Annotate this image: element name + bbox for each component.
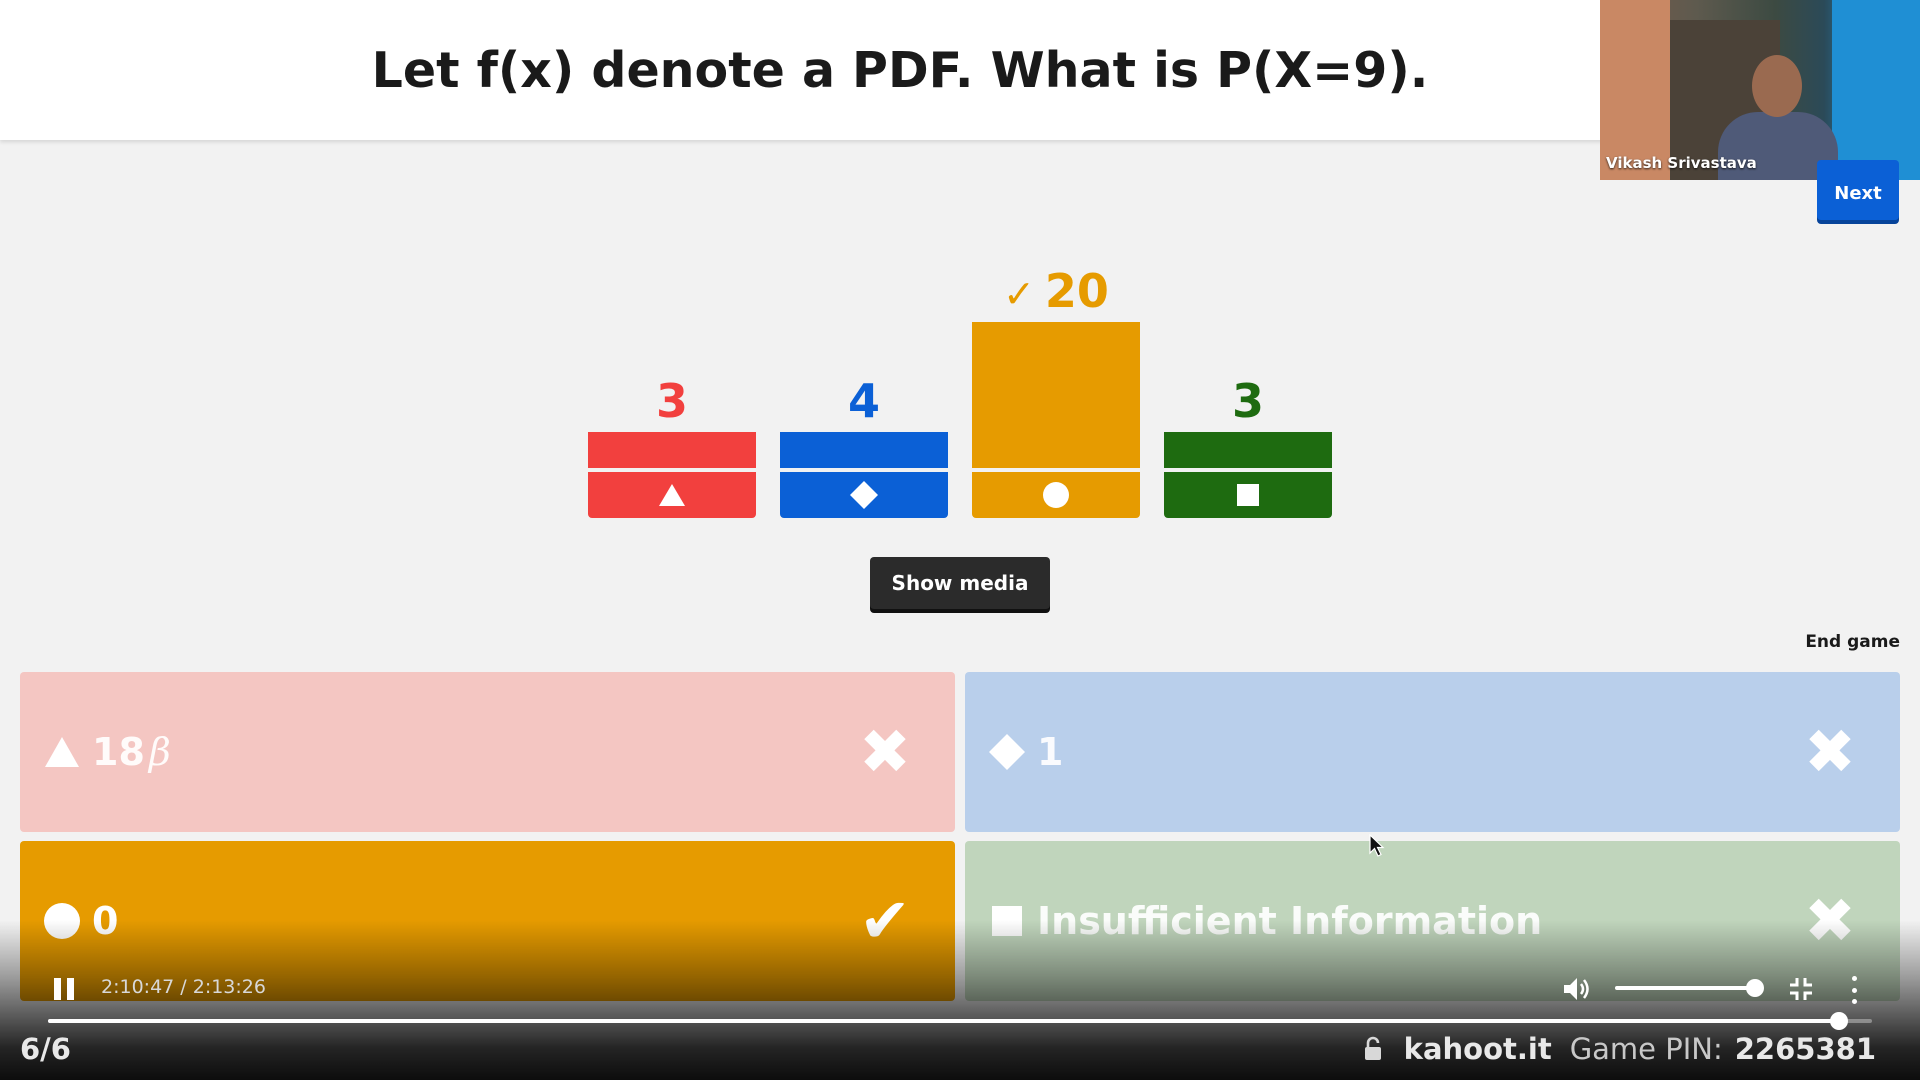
result-count-square: 3 — [1164, 374, 1332, 428]
answer-text: 18 β — [92, 730, 171, 774]
participant-name: Vikash Srivastava — [1606, 154, 1757, 172]
question-text: Let f(x) denote a PDF. What is P(X=9). — [371, 41, 1429, 99]
result-bar-base-circle — [972, 472, 1140, 518]
result-bar-triangle — [588, 432, 756, 468]
time-display: 2:10:47 / 2:13:26 — [101, 976, 266, 998]
triangle-icon — [38, 728, 86, 776]
mouse-cursor-icon — [1369, 834, 1385, 857]
participant-video[interactable]: Vikash Srivastava — [1600, 0, 1920, 180]
result-bar-circle — [972, 322, 1140, 468]
question-counter: 6/6 — [20, 1032, 71, 1066]
diamond-icon — [983, 728, 1031, 776]
result-bar-base-square — [1164, 472, 1332, 518]
game-pin-value: 2265381 — [1734, 1032, 1876, 1066]
end-game-button[interactable]: End game — [1805, 632, 1900, 652]
incorrect-icon: ✖ — [1804, 715, 1856, 788]
result-bar-base-diamond — [780, 472, 948, 518]
seek-bar-handle[interactable] — [1830, 1012, 1849, 1030]
game-info: kahoot.it Game PIN: 2265381 — [1362, 1032, 1876, 1066]
triangle-icon — [658, 483, 686, 507]
result-count-triangle: 3 — [588, 374, 756, 428]
result-count-value: 3 — [655, 374, 688, 428]
game-pin-label: Game PIN: — [1569, 1032, 1723, 1066]
seek-bar-progress — [48, 1019, 1840, 1023]
volume-slider-handle[interactable] — [1746, 979, 1764, 997]
square-icon — [1237, 484, 1259, 506]
correct-check-icon: ✓ — [1003, 272, 1035, 316]
video-person — [1752, 55, 1802, 117]
show-media-button[interactable]: Show media — [870, 557, 1050, 609]
video-background — [1600, 0, 1670, 180]
circle-icon — [1042, 481, 1070, 509]
result-bar-square — [1164, 432, 1332, 468]
result-count-diamond: 4 — [780, 374, 948, 428]
answer-tile-triangle: 18 β ✖ — [20, 672, 955, 832]
result-count-value: 4 — [847, 374, 880, 428]
more-options-icon[interactable] — [1849, 976, 1859, 1004]
video-background — [1832, 0, 1920, 180]
beta-symbol: β — [148, 730, 171, 774]
lock-icon[interactable] — [1362, 1036, 1384, 1062]
answer-results-chart: 3 4 ✓ 20 3 — [588, 264, 1332, 518]
volume-icon[interactable] — [1562, 975, 1594, 1003]
volume-slider[interactable] — [1615, 986, 1755, 990]
seek-bar[interactable] — [48, 1019, 1872, 1023]
pause-icon[interactable] — [54, 978, 76, 1000]
diamond-icon — [849, 480, 879, 510]
result-count-circle: ✓ 20 — [972, 264, 1140, 318]
next-button[interactable]: Next — [1817, 160, 1899, 220]
result-count-value: 20 — [1044, 264, 1109, 318]
answer-text: 1 — [1037, 730, 1064, 774]
result-bar-base-triangle — [588, 472, 756, 518]
answer-tile-diamond: 1 ✖ — [965, 672, 1900, 832]
brand-name: kahoot.it — [1403, 1032, 1552, 1066]
result-bar-diamond — [780, 432, 948, 468]
incorrect-icon: ✖ — [859, 715, 911, 788]
player-controls-overlay — [0, 920, 1920, 1080]
result-count-value: 3 — [1231, 374, 1264, 428]
exit-fullscreen-icon[interactable] — [1788, 976, 1814, 1002]
